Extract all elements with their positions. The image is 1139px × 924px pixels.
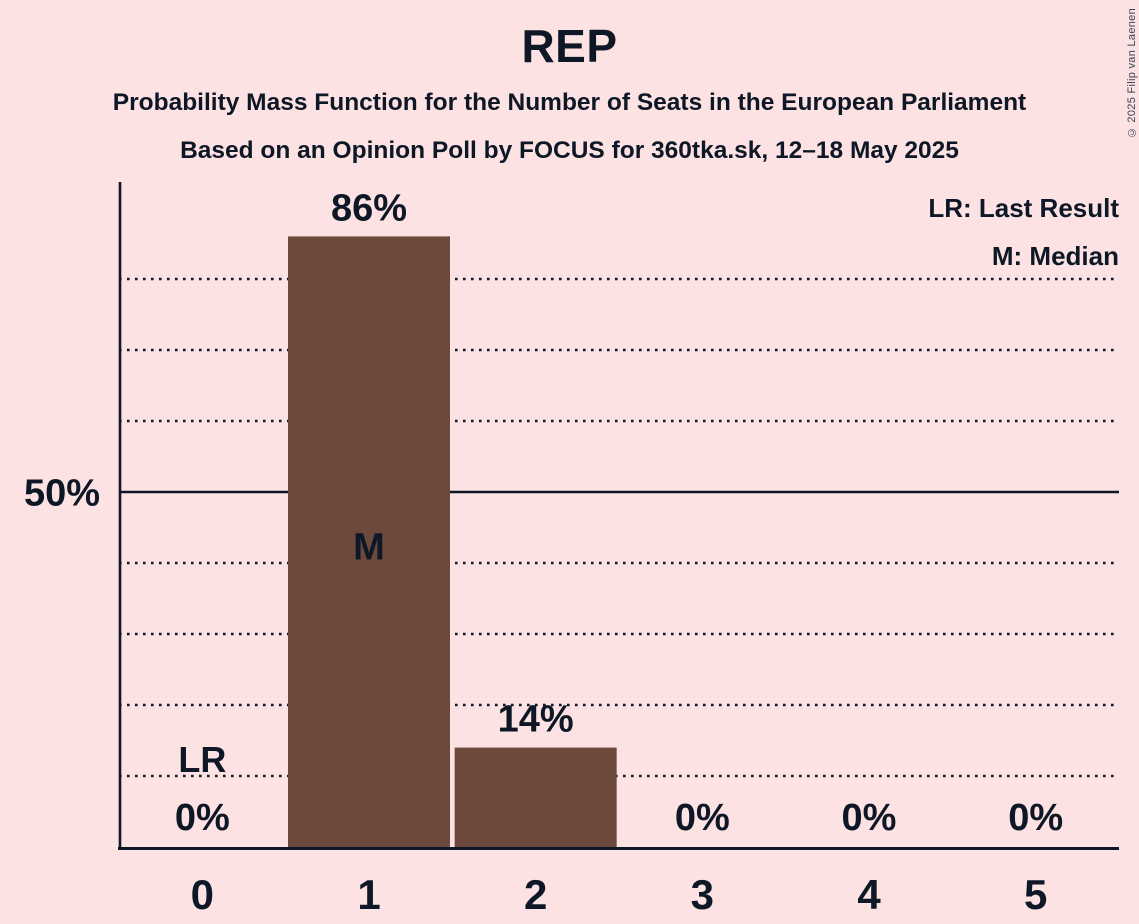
x-axis-label: 4 [857, 871, 881, 918]
chart-legend: LR: Last Result M: Median [928, 184, 1119, 280]
chart-subtitle-main: Probability Mass Function for the Number… [112, 89, 1027, 116]
value-label: 14% [498, 699, 574, 741]
value-label: 0% [175, 797, 230, 839]
chart-subtitle-source: Based on an Opinion Poll by FOCUS for 36… [180, 137, 959, 164]
x-axis-label: 2 [524, 871, 547, 918]
last-result-marker: LR [178, 739, 226, 780]
bar [454, 747, 617, 847]
median-marker: M [353, 527, 385, 569]
x-axis-label: 5 [1024, 871, 1047, 918]
x-axis-label: 0 [191, 871, 214, 918]
legend-entry-median: M: Median [991, 241, 1119, 271]
legend-entry-last-result: LR: Last Result [928, 193, 1119, 223]
x-axis-label: 1 [357, 871, 380, 918]
value-label: 86% [331, 187, 407, 229]
value-label: 0% [842, 797, 897, 839]
value-label: 0% [1008, 797, 1063, 839]
bar [288, 236, 450, 847]
x-axis-label: 3 [691, 871, 714, 918]
y-axis-tick-label: 50% [24, 473, 100, 515]
chart-title: REP [521, 20, 618, 72]
copyright-notice: © 2025 Filip van Laenen [1126, 8, 1138, 139]
value-label: 0% [675, 797, 730, 839]
